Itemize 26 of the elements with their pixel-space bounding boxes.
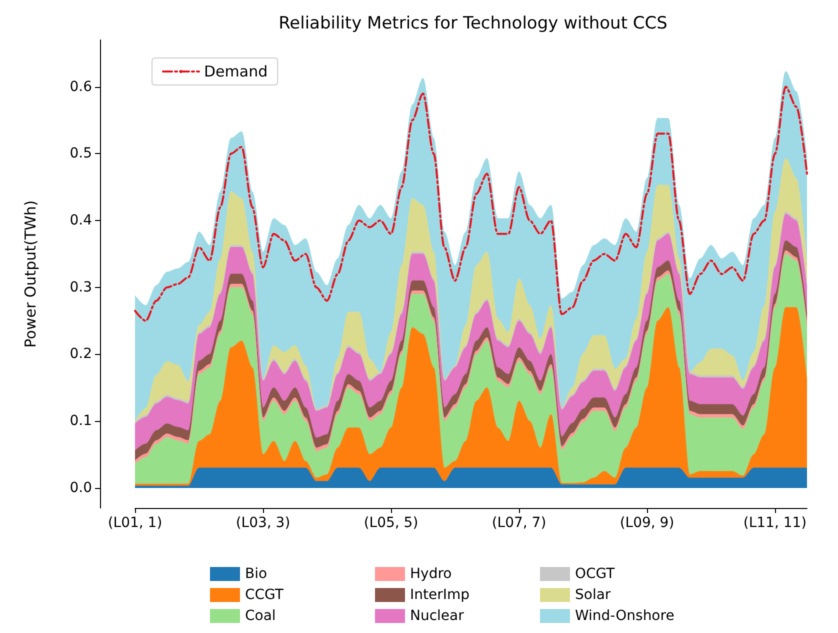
legend-label: Wind-Onshore bbox=[575, 608, 674, 624]
legend-label: Nuclear bbox=[410, 608, 464, 624]
y-tick-label: 0.0 bbox=[70, 480, 92, 496]
y-tick-label: 0.1 bbox=[70, 413, 92, 430]
chart-title: Reliability Metrics for Technology without CCS bbox=[278, 14, 668, 34]
legend-label: Bio bbox=[245, 566, 268, 582]
x-tick-label: (L11, 11) bbox=[743, 515, 807, 531]
y-tick-label: 0.2 bbox=[70, 346, 92, 362]
x-tick-label: (L03, 3) bbox=[236, 515, 290, 531]
y-tick-label: 0.6 bbox=[70, 78, 92, 95]
legend-label: Coal bbox=[245, 608, 276, 624]
legend-label: OCGT bbox=[575, 566, 616, 582]
x-tick-label: (L01, 1) bbox=[108, 515, 162, 531]
legend-label: Hydro bbox=[410, 566, 452, 582]
line-series bbox=[134, 86, 808, 322]
legend-label: InterImp bbox=[410, 587, 470, 603]
x-tick-label: (L05, 5) bbox=[364, 515, 418, 531]
y-tick-label: 0.4 bbox=[70, 212, 92, 229]
y-tick-label: 0.3 bbox=[70, 279, 92, 296]
x-tick-label: (L09, 9) bbox=[620, 515, 674, 531]
y-tick-label: 0.5 bbox=[70, 146, 92, 162]
legend-label: Demand bbox=[204, 62, 268, 80]
x-tick-label: (L07, 7) bbox=[492, 515, 546, 531]
legend-label: Solar bbox=[575, 587, 611, 603]
y-axis-title: Power Output(TWh) bbox=[22, 200, 40, 348]
legend-label: CCGT bbox=[245, 587, 284, 603]
